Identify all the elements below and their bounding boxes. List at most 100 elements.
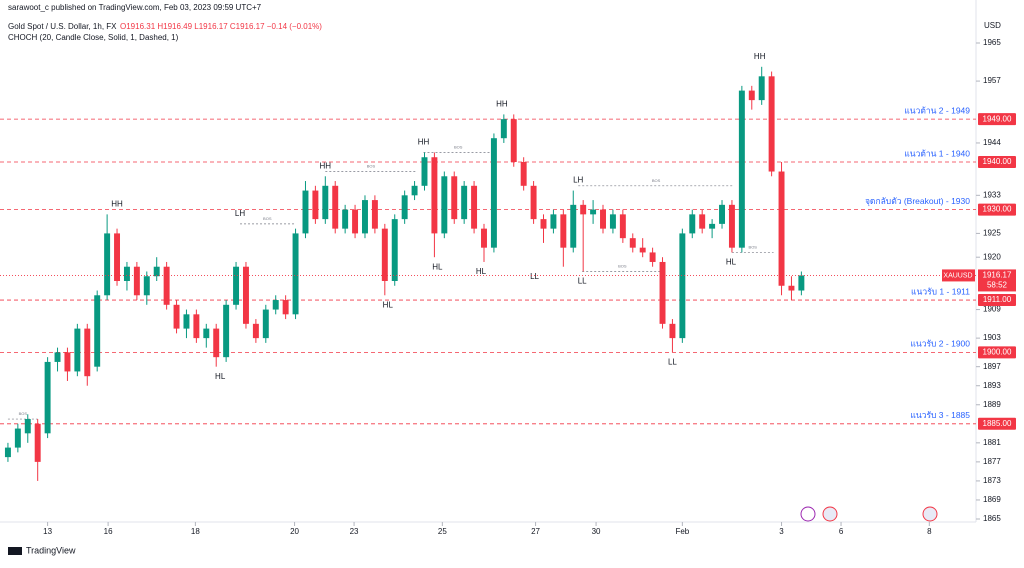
candle-body	[441, 176, 448, 234]
structure-label: HL	[432, 262, 443, 271]
structure-label: HL	[215, 372, 226, 381]
price-tag-text: 1949.00	[983, 114, 1012, 123]
last-price-text: 1916.17	[983, 271, 1012, 280]
y-tick-label: 1957	[983, 76, 1001, 85]
candle-body	[649, 252, 656, 262]
structure-label: HH	[320, 161, 332, 170]
candle-body	[669, 323, 676, 339]
candle-body	[520, 162, 527, 186]
candle-body	[282, 300, 289, 315]
indicator: CHOCH (20, Candle Close, Solid, 1, Dashe…	[8, 33, 179, 42]
y-tick-label: 1897	[983, 362, 1001, 371]
candle-body	[689, 214, 696, 234]
event-icon[interactable]	[800, 506, 816, 522]
y-tick-label: 1869	[983, 495, 1001, 504]
x-tick-label: 23	[350, 527, 359, 536]
candle-body	[24, 419, 31, 434]
candle-body	[233, 266, 240, 305]
structure-label: LL	[578, 277, 587, 286]
bos-label: BOS	[652, 178, 661, 183]
published: sarawoot_c published on TradingView.com,…	[8, 3, 262, 12]
candle-body	[203, 328, 210, 339]
y-tick-label: 1933	[983, 190, 1001, 199]
candle-body	[4, 447, 11, 458]
y-tick-label: 1873	[983, 476, 1001, 485]
candle-body	[34, 423, 41, 462]
y-tick-label: 1944	[983, 138, 1001, 147]
price-tag-text: 1940.00	[983, 157, 1012, 166]
y-tick-label: 1925	[983, 229, 1001, 238]
symbol-tag-text: XAUUSD	[943, 272, 972, 279]
x-tick-label: 13	[43, 527, 52, 536]
event-icon[interactable]	[822, 506, 838, 522]
candle-body	[679, 233, 686, 339]
candle-body	[252, 323, 259, 339]
level-label: แนวรับ 2 - 1900	[910, 339, 970, 349]
structure-label: HH	[496, 100, 508, 109]
candle-body	[332, 185, 339, 229]
x-tick-label: 16	[104, 527, 113, 536]
candle-body	[173, 304, 180, 329]
candle-body	[609, 214, 616, 229]
countdown-text: 58:52	[987, 281, 1008, 290]
x-tick-label: 18	[191, 527, 200, 536]
price-tag-text: 1900.00	[983, 348, 1012, 357]
y-tick-label: 1877	[983, 457, 1001, 466]
level-label: แนวรับ 1 - 1911	[911, 286, 970, 296]
price-tag	[978, 346, 1016, 359]
candle-body	[580, 204, 587, 215]
candle-body	[272, 300, 279, 310]
candle-body	[738, 90, 745, 248]
candle-body	[421, 157, 428, 186]
candle-body	[619, 214, 626, 239]
structure-label: LH	[573, 176, 583, 185]
candle-body	[262, 309, 269, 339]
candle-body	[153, 266, 160, 277]
y-tick-label: 1903	[983, 333, 1001, 342]
candle-body	[381, 228, 388, 281]
candle-body	[451, 176, 458, 220]
price-tag	[978, 417, 1016, 430]
candle-body	[500, 119, 507, 139]
bos-label: BOS	[454, 145, 463, 150]
candle-body	[14, 428, 21, 448]
y-tick-label: 1865	[983, 514, 1001, 523]
structure-label: LH	[235, 209, 245, 218]
candle-body	[292, 233, 299, 315]
level-label: แนวรับ 3 - 1885	[910, 410, 970, 420]
bos-label: BOS	[618, 264, 627, 269]
candle-body	[788, 285, 795, 291]
currency: USD	[984, 21, 1001, 30]
candle-body	[719, 204, 726, 224]
bos-label: BOS	[367, 164, 376, 169]
level-label: จุดกลับตัว (Breakout) - 1930	[865, 196, 970, 207]
candle-body	[550, 214, 557, 229]
candle-body	[600, 209, 606, 229]
candle-body	[758, 76, 765, 101]
candle-body	[133, 266, 140, 296]
candle-body	[590, 209, 597, 215]
x-tick-label: 3	[779, 527, 784, 536]
bos-label: BOS	[19, 411, 28, 416]
structure-label: LL	[668, 358, 677, 367]
candle-body	[94, 295, 101, 367]
plot: 1965 1957 1944 1933 1925 1920 1909 1903 1897 1893…	[0, 38, 1001, 536]
candle-body	[659, 261, 666, 324]
candle-body	[639, 247, 646, 253]
level-label: แนวต้าน 2 - 1949	[904, 105, 970, 115]
y-tick-label: 1893	[983, 381, 1001, 390]
candle-body	[213, 328, 220, 358]
candle-body	[143, 276, 150, 296]
candle-body	[709, 223, 716, 229]
candle-body	[104, 233, 111, 296]
y-tick-label: 1909	[983, 305, 1001, 314]
candle-body	[490, 138, 497, 248]
event-icon[interactable]	[922, 506, 938, 522]
candle-body	[728, 204, 735, 248]
candle-body	[114, 233, 121, 281]
candle-body	[768, 76, 775, 172]
structure-label: LL	[530, 272, 539, 281]
candle-body	[362, 200, 368, 234]
candle-body	[629, 238, 636, 248]
